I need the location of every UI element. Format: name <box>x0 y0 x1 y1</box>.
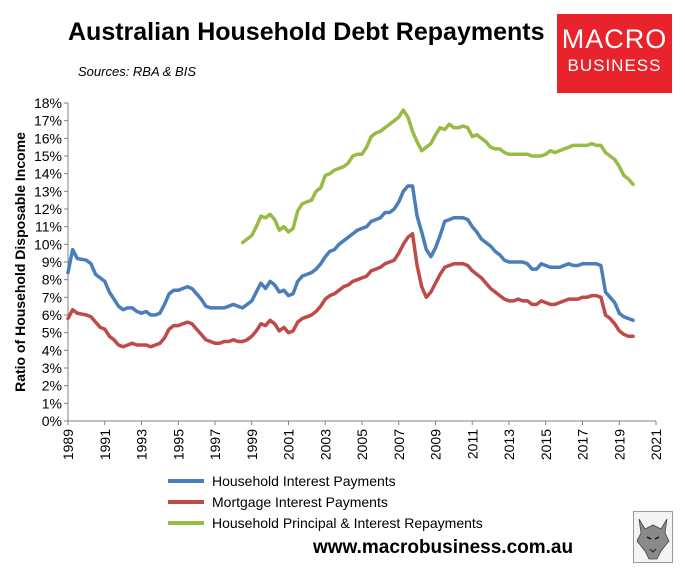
page-title: Australian Household Debt Repayments <box>68 18 545 46</box>
x-tick-label: 2011 <box>464 429 480 459</box>
legend-item: Household Interest Payments <box>168 470 483 491</box>
x-tick-label: 1995 <box>170 429 186 460</box>
y-tick-label: 10% <box>34 236 62 252</box>
x-tick-label: 2009 <box>428 429 444 460</box>
x-tick-label: 2007 <box>391 429 407 460</box>
x-tick-label: 2019 <box>611 429 627 460</box>
y-axis-label: Ratio of Household Disposable Income <box>12 132 28 392</box>
legend-label: Household Principal & Interest Repayment… <box>212 514 483 531</box>
x-tick-label: 2017 <box>575 429 591 460</box>
x-tick-label: 1999 <box>244 429 260 460</box>
website-url: www.macrobusiness.com.au <box>313 537 574 558</box>
x-tick-label: 2003 <box>317 429 333 460</box>
y-tick-label: 15% <box>34 148 62 164</box>
y-tick-label: 3% <box>42 360 62 376</box>
y-tick-label: 4% <box>42 342 62 358</box>
macrobusiness-logo: MACRO BUSINESS <box>557 14 672 93</box>
logo-text-business: BUSINESS <box>567 56 662 75</box>
y-tick-label: 0% <box>42 413 62 429</box>
series-line-2 <box>66 231 635 349</box>
chart-legend: Household Interest Payments Mortgage Inte… <box>168 470 483 533</box>
legend-swatch <box>168 478 204 483</box>
y-tick-label: 16% <box>34 130 62 146</box>
y-tick-label: 17% <box>34 113 62 129</box>
series-line-3 <box>240 108 635 245</box>
x-tick-label: 1997 <box>207 429 223 460</box>
x-tick-label: 1993 <box>134 429 150 460</box>
y-tick-label: 18% <box>34 95 62 111</box>
legend-item: Mortgage Interest Payments <box>168 491 483 512</box>
legend-item: Household Principal & Interest Repayment… <box>168 512 483 533</box>
x-tick-label: 2005 <box>354 429 370 460</box>
y-tick-label: 14% <box>34 166 62 182</box>
legend-swatch <box>168 499 204 504</box>
wolf-logo-icon <box>633 511 673 563</box>
legend-swatch <box>168 520 204 525</box>
y-tick-label: 13% <box>34 183 62 199</box>
y-tick-label: 12% <box>34 201 62 217</box>
y-tick-label: 2% <box>42 378 62 394</box>
y-tick-label: 7% <box>42 289 62 305</box>
x-tick-label: 2021 <box>648 429 664 460</box>
logo-text-macro: MACRO <box>561 24 668 54</box>
x-tick-label: 2013 <box>501 429 517 460</box>
y-tick-label: 6% <box>42 307 62 323</box>
y-tick-label: 8% <box>42 272 62 288</box>
x-tick-label: 2001 <box>281 429 297 460</box>
chart-sources: Sources: RBA & BIS <box>78 64 197 79</box>
y-tick-label: 9% <box>42 254 62 270</box>
y-tick-label: 5% <box>42 325 62 341</box>
x-tick-label: 1989 <box>60 429 76 460</box>
y-tick-label: 11% <box>35 219 62 235</box>
x-tick-label: 2015 <box>538 429 554 460</box>
x-tick-label: 1991 <box>97 429 113 460</box>
legend-label: Household Interest Payments <box>212 472 396 489</box>
legend-label: Mortgage Interest Payments <box>212 493 388 510</box>
series-line-1 <box>66 184 635 323</box>
y-tick-label: 1% <box>42 395 62 411</box>
